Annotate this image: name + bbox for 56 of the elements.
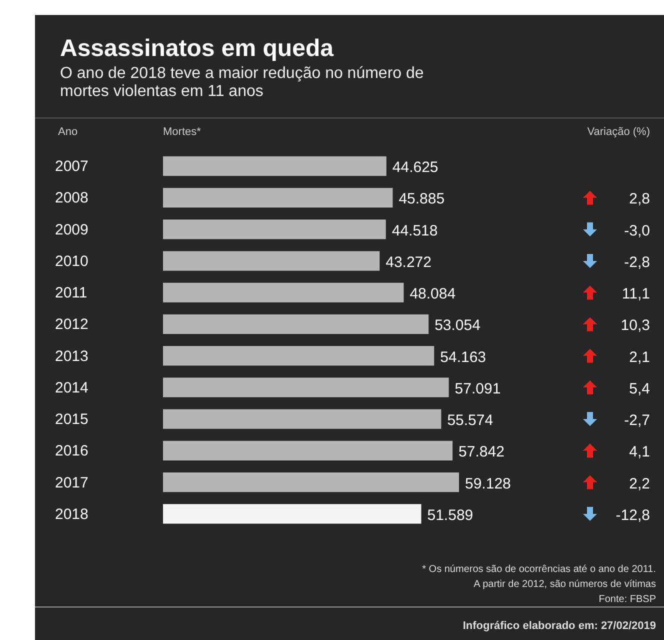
y-tick-label: 2007 bbox=[55, 158, 88, 176]
data-label: 43.272 bbox=[386, 254, 432, 271]
chart-subtitle: O ano de 2018 teve a maior redução no número de mortes violentas em 11 anos bbox=[60, 65, 424, 100]
data-label: 54.163 bbox=[440, 348, 486, 366]
source-note: Fonte: FBSP bbox=[598, 594, 656, 605]
y-axis-title: Ano bbox=[58, 126, 78, 138]
y-tick-label: 2008 bbox=[55, 190, 88, 207]
data-label: 57.842 bbox=[458, 444, 504, 461]
bar bbox=[163, 504, 422, 524]
text: -2,7 bbox=[624, 412, 650, 430]
data-label: 55.574 bbox=[447, 412, 494, 430]
text: 2,2 bbox=[629, 475, 650, 492]
text: Variação (%) bbox=[587, 126, 650, 138]
bar bbox=[163, 346, 434, 366]
text: -3,0 bbox=[624, 222, 650, 240]
text: -12,8 bbox=[616, 506, 650, 524]
y-tick-label: 2014 bbox=[55, 379, 88, 396]
data-label: 57.091 bbox=[454, 380, 501, 398]
data-label: 45.885 bbox=[398, 190, 445, 208]
y-tick-label: 2018 bbox=[55, 506, 88, 523]
bar bbox=[163, 251, 380, 271]
y-tick-label: 2012 bbox=[55, 316, 88, 334]
bar bbox=[163, 440, 453, 460]
data-label: 44.625 bbox=[392, 159, 438, 176]
bar bbox=[163, 472, 459, 492]
y-tick-label: 2015 bbox=[55, 411, 88, 428]
text: Infográfico elaborado em: 27/02/2019 bbox=[462, 620, 656, 632]
y-tick-label: 2009 bbox=[55, 221, 88, 238]
text: A partir de 2012, são números de vítimas bbox=[474, 579, 656, 590]
text: * Os números são de ocorrências até o ano de 2011. bbox=[422, 564, 656, 575]
y-tick-label: 2017 bbox=[55, 474, 88, 492]
text: 4,1 bbox=[629, 444, 650, 461]
x-axis-title: Mortes* bbox=[163, 126, 202, 138]
data-label: 48.084 bbox=[410, 286, 456, 303]
bar bbox=[163, 188, 393, 208]
chart-title: Assassinatos em queda bbox=[60, 35, 334, 62]
y-tick-label: 2011 bbox=[55, 284, 88, 302]
text: 2,8 bbox=[629, 190, 650, 208]
data-label: 53.054 bbox=[434, 317, 480, 334]
bar bbox=[163, 220, 386, 240]
bar bbox=[163, 409, 442, 429]
text: 11,1 bbox=[622, 286, 650, 303]
bar bbox=[163, 282, 404, 302]
y-tick-label: 2013 bbox=[55, 348, 88, 365]
y-tick-label: 2016 bbox=[55, 442, 88, 460]
data-label: 44.518 bbox=[392, 222, 438, 240]
text: 5,4 bbox=[629, 380, 650, 398]
data-label: 51.589 bbox=[427, 506, 474, 524]
y-tick-label: 2010 bbox=[55, 252, 88, 270]
data-label: 59.128 bbox=[465, 475, 511, 492]
text: 2,1 bbox=[629, 348, 650, 366]
bar bbox=[163, 156, 386, 176]
text: -2,8 bbox=[624, 254, 650, 271]
text: 10,3 bbox=[620, 317, 650, 334]
bar bbox=[163, 314, 429, 334]
bar bbox=[163, 378, 449, 398]
